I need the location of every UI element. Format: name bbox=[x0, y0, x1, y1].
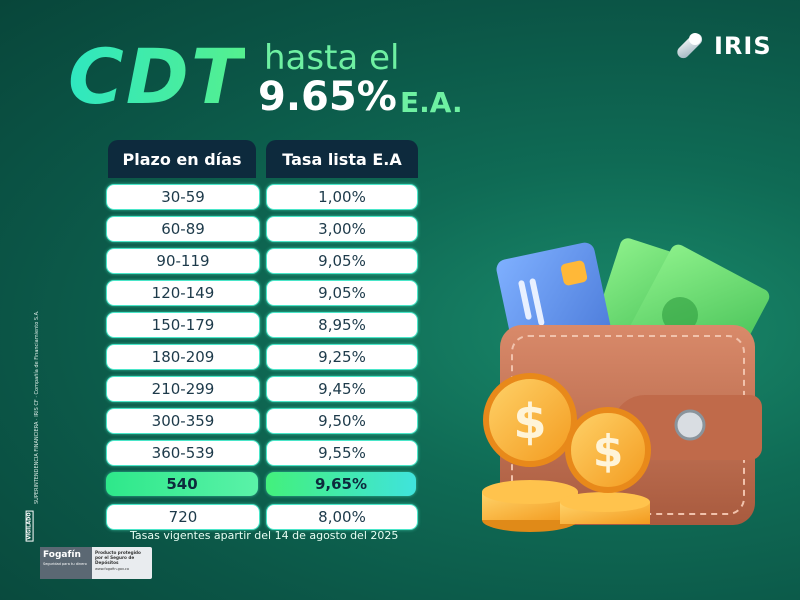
headline-rate: 9.65% bbox=[258, 74, 397, 120]
plazo-cell: 150-179 bbox=[106, 312, 260, 338]
table-row: 150-179 8,95% bbox=[106, 312, 420, 338]
tasa-cell: 3,00% bbox=[266, 216, 418, 242]
legal-side-text-label: SUPERINTENDENCIA FINANCIERA · IRIS CF · … bbox=[34, 310, 40, 504]
vigilado-label: VIGILADO bbox=[25, 510, 34, 542]
wallet-illustration-icon: $ $ bbox=[482, 238, 770, 532]
tasa-cell: 8,95% bbox=[266, 312, 418, 338]
table-row: 720 8,00% bbox=[106, 504, 420, 530]
tasa-cell: 9,45% bbox=[266, 376, 418, 402]
headline-prefix: hasta el bbox=[264, 38, 400, 78]
rates-footnote: Tasas vigentes apartir del 14 de agosto … bbox=[130, 529, 399, 542]
table-row: 120-149 9,05% bbox=[106, 280, 420, 306]
tasa-cell: 9,25% bbox=[266, 344, 418, 370]
fogafin-badge: Fogafín Seguridad para tu dinero Product… bbox=[40, 547, 152, 579]
fogafin-tagline: Seguridad para tu dinero bbox=[43, 562, 87, 566]
tasa-cell: 9,05% bbox=[266, 248, 418, 274]
plazo-cell: 90-119 bbox=[106, 248, 260, 274]
plazo-cell-highlight: 540 bbox=[106, 472, 258, 496]
table-row: 60-89 3,00% bbox=[106, 216, 420, 242]
fogafin-info: Producto protegido por el Seguro de Depó… bbox=[92, 547, 152, 579]
fogafin-logo: Fogafín Seguridad para tu dinero bbox=[40, 547, 92, 579]
fogafin-url: www.fogafin.gov.co bbox=[95, 567, 129, 571]
product-title: CDT bbox=[68, 32, 245, 121]
vigilado-seal: VIGILADO bbox=[25, 510, 34, 542]
svg-text:$: $ bbox=[593, 426, 624, 477]
fogafin-name: Fogafín bbox=[43, 550, 81, 560]
plazo-cell: 180-209 bbox=[106, 344, 260, 370]
plazo-cell: 120-149 bbox=[106, 280, 260, 306]
plazo-cell: 210-299 bbox=[106, 376, 260, 402]
svg-text:$: $ bbox=[513, 394, 546, 450]
plazo-cell: 720 bbox=[106, 504, 260, 530]
headline: CDT hasta el 9.65% E.A. bbox=[68, 30, 488, 130]
plazo-cell: 360-539 bbox=[106, 440, 260, 466]
tasa-cell-highlight: 9,65% bbox=[266, 472, 416, 496]
brand-name: IRIS bbox=[714, 32, 772, 60]
plazo-cell: 300-359 bbox=[106, 408, 260, 434]
table-row: 210-299 9,45% bbox=[106, 376, 420, 402]
iris-logo-icon bbox=[677, 33, 703, 59]
plazo-cell: 60-89 bbox=[106, 216, 260, 242]
column-header-plazo: Plazo en días bbox=[108, 140, 256, 178]
table-row: 360-539 9,55% bbox=[106, 440, 420, 466]
table-row: 30-59 1,00% bbox=[106, 184, 420, 210]
fogafin-product-text: Producto protegido por el Seguro de Depó… bbox=[95, 550, 141, 565]
headline-rate-suffix: E.A. bbox=[400, 86, 463, 119]
tasa-cell: 9,50% bbox=[266, 408, 418, 434]
table-row: 90-119 9,05% bbox=[106, 248, 420, 274]
column-header-tasa: Tasa lista E.A bbox=[266, 140, 418, 178]
table-row: 180-209 9,25% bbox=[106, 344, 420, 370]
tasa-cell: 9,55% bbox=[266, 440, 418, 466]
tasa-cell: 1,00% bbox=[266, 184, 418, 210]
highlighted-table-row: 540 9,65% bbox=[106, 472, 420, 498]
table-row: 300-359 9,50% bbox=[106, 408, 420, 434]
tasa-cell: 8,00% bbox=[266, 504, 418, 530]
iris-logo: IRIS bbox=[672, 26, 772, 66]
plazo-cell: 30-59 bbox=[106, 184, 260, 210]
tasa-cell: 9,05% bbox=[266, 280, 418, 306]
legal-side-text: SUPERINTENDENCIA FINANCIERA · IRIS CF · … bbox=[16, 310, 40, 510]
